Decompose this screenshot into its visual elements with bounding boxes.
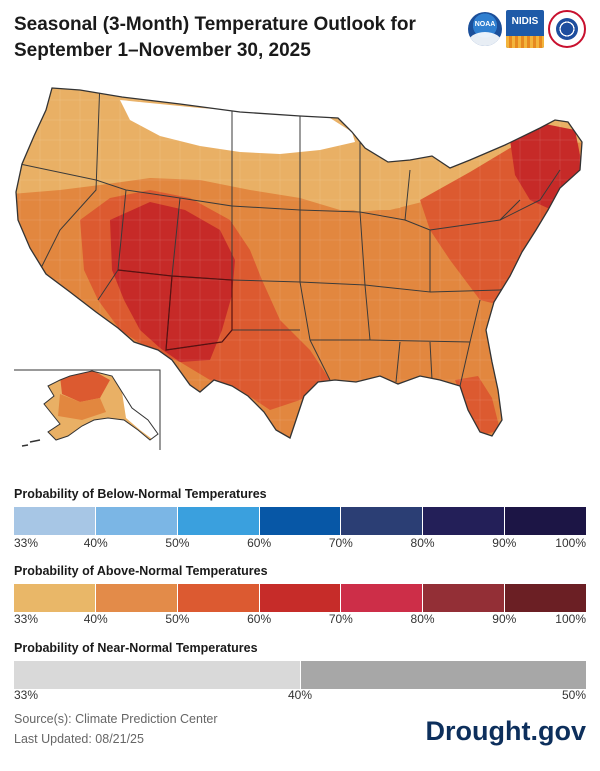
region-above-60-70-southwest [110,202,235,362]
us-map-svg [14,87,583,450]
alaska-region-above-40-50 [58,394,106,420]
alaska-region-above-50-60 [60,371,110,402]
above-swatch-6 [505,584,587,612]
nidis-logo[interactable]: NIDIS [506,10,544,48]
below-swatch-0 [14,507,96,535]
above-normal-heading: Probability of Above-Normal Temperatures [14,564,268,578]
above-swatch-3 [259,584,342,612]
outlook-map [0,80,600,465]
below-swatch-6 [505,507,587,535]
near-normal-heading: Probability of Near-Normal Temperatures [14,641,258,655]
near-swatch-1 [300,661,586,689]
southwest-core-outline [117,269,233,351]
below-swatch-1 [95,507,178,535]
near-tick-label: 33% [14,688,39,702]
above-swatch-0 [14,584,96,612]
above-swatch-2 [177,584,260,612]
above-tick-label: 50% [165,612,190,626]
conus-outline [15,87,583,439]
alaska-shading [44,371,158,440]
above-normal-ticks: 33% 40% 50% 60% 70% 80% 90% 100% [14,612,586,628]
below-normal-heading: Probability of Below-Normal Temperatures [14,487,267,501]
below-tick-label: 70% [328,536,353,550]
region-above-50-60-florida [455,376,500,436]
source-text: Source(s): Climate Prediction Center [14,712,218,726]
partner-logos: NOAA NIDIS [468,10,586,48]
alaska-outline [43,370,159,441]
noaa-logo[interactable]: NOAA [468,12,502,46]
above-tick-label: 40% [83,612,108,626]
below-tick-label: 80% [410,536,435,550]
title-line-1: Seasonal (3-Month) Temperature Outlook f… [14,14,416,35]
nidis-logo-text: NIDIS [511,16,539,27]
below-normal-scale [14,507,587,535]
above-tick-label: 33% [14,612,39,626]
above-tick-label: 60% [247,612,272,626]
nws-emblem-icon [556,18,578,40]
aleutian-islands [21,439,41,447]
drought-gov-logo[interactable]: Drought.gov [425,716,586,746]
region-equal-chances [120,100,355,154]
above-tick-label: 70% [328,612,353,626]
nws-logo[interactable] [548,10,586,48]
alaska-inset-frame [14,369,161,450]
below-tick-label: 50% [165,536,190,550]
below-normal-ticks: 33% 40% 50% 60% 70% 80% 90% 100% [14,536,586,552]
below-swatch-4 [341,507,424,535]
above-swatch-5 [423,584,506,612]
below-swatch-5 [423,507,506,535]
above-tick-label: 80% [410,612,435,626]
near-normal-ticks: 33% 40% 50% [14,688,586,704]
title-line-2: September 1–November 30, 2025 [14,40,311,61]
last-updated-text: Last Updated: 08/21/25 [14,732,144,746]
above-normal-scale [14,584,587,612]
above-tick-label: 100% [555,612,586,626]
above-swatch-1 [95,584,178,612]
region-above-33-40-midwest [300,150,410,212]
source-block: Source(s): Climate Prediction Center Las… [14,709,218,749]
near-normal-scale [14,661,586,689]
near-swatch-0 [14,661,301,689]
below-tick-label: 60% [247,536,272,550]
page-title: Seasonal (3-Month) Temperature Outlook f… [14,12,454,64]
above-tick-label: 90% [492,612,517,626]
near-tick-label: 40% [287,688,313,702]
below-swatch-2 [177,507,260,535]
above-swatch-4 [341,584,424,612]
near-tick-label: 50% [561,688,586,702]
below-tick-label: 40% [83,536,108,550]
below-tick-label: 33% [14,536,39,550]
below-swatch-3 [259,507,342,535]
below-tick-label: 100% [555,536,586,550]
below-tick-label: 90% [492,536,517,550]
noaa-logo-text: NOAA [474,20,496,28]
